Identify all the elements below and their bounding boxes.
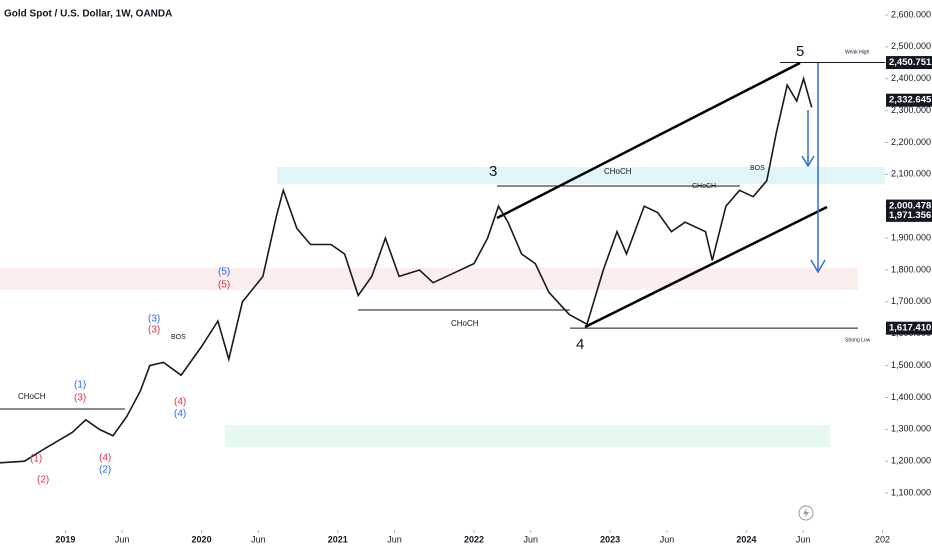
y-tick-label: 2,500.000	[891, 41, 931, 51]
wave-label: (5)	[218, 267, 230, 278]
x-tick-label: 2019	[55, 534, 75, 544]
wave-label: (4)	[174, 409, 186, 420]
x-tick-label: 2023	[600, 534, 620, 544]
x-tick-label: Jun	[660, 534, 675, 544]
price-line	[0, 75, 813, 464]
price-tag	[886, 208, 932, 222]
y-tick-label: 1,100.000	[891, 487, 931, 497]
y-tick-label: 1,200.000	[891, 456, 931, 466]
price-tag-label: 2,450.751	[889, 57, 932, 68]
price-tag	[886, 321, 932, 335]
x-tick-label: Jun	[251, 534, 266, 544]
y-tick-label: 1,700.000	[891, 296, 931, 306]
structure-label: CHoCH	[604, 167, 632, 176]
chart-title: Gold Spot / U.S. Dollar, 1W, OANDA	[4, 9, 172, 20]
structure-label: CHoCH	[451, 319, 479, 328]
icon	[803, 508, 809, 518]
y-tick-label: 1,400.000	[891, 392, 931, 402]
price-tag	[886, 56, 932, 70]
x-tick-label: Jun	[523, 534, 538, 544]
arrow-head	[810, 259, 826, 274]
price-tag-label: 2,332.645	[889, 95, 932, 106]
x-tick-label: 2020	[192, 534, 212, 544]
structure-label: BOS	[171, 334, 186, 341]
x-tick-label: 2024	[736, 534, 756, 544]
price-tag-label: 1,971.356	[889, 210, 931, 221]
y-tick-label: 2,100.000	[891, 169, 931, 179]
y-tick-label: 1,800.000	[891, 264, 931, 274]
level-label: Strong Low	[845, 337, 871, 343]
x-tick-label: 2022	[464, 534, 484, 544]
structure-label: CHoCH	[692, 183, 716, 190]
wave-label: (3)	[148, 314, 160, 325]
wave-label: (3)	[148, 325, 160, 336]
level-label: Weak High	[845, 49, 870, 55]
demand-zone	[225, 425, 830, 447]
marks	[0, 75, 813, 464]
x-tick-label: Jun	[387, 534, 402, 544]
price-tag-label: 2,000.478	[889, 201, 931, 212]
structure-label: BOS	[750, 165, 765, 172]
arrow-head	[801, 155, 815, 168]
price-tag	[886, 93, 932, 107]
x-tick-label: 2021	[328, 534, 348, 544]
wave-label: (3)	[74, 393, 86, 404]
y-tick-label: 2,200.000	[891, 137, 931, 147]
y-tick-label: 2,400.000	[891, 73, 931, 83]
wave-label: (2)	[37, 475, 49, 486]
wave-label: (1)	[74, 380, 86, 391]
trend-line	[496, 61, 801, 220]
x-tick-label: 202	[875, 534, 890, 544]
structure-label: CHoCH	[18, 392, 46, 401]
y-tick-label: 1,500.000	[891, 360, 931, 370]
x-tick-label: Jun	[796, 534, 811, 544]
wave-label: (4)	[174, 397, 186, 408]
wave-label: (2)	[99, 465, 111, 476]
wave-label: (4)	[99, 453, 111, 464]
icon[interactable]	[798, 505, 814, 521]
y-tick-label: 1,300.000	[891, 424, 931, 434]
price-tag-label: 1,617.410	[889, 323, 931, 334]
x-tick-label: Jun	[115, 534, 130, 544]
y-tick-label: 2,300.000	[891, 105, 931, 115]
trend-line	[584, 205, 828, 329]
wave-label: (1)	[30, 454, 42, 465]
wave-label: 4	[576, 336, 584, 353]
wave-label: 5	[796, 43, 804, 60]
y-tick-label: 1,900.000	[891, 232, 931, 242]
wave-label: (5)	[218, 280, 230, 291]
y-tick-label: 2,600.000	[891, 9, 931, 19]
wave-label: 3	[489, 163, 497, 180]
